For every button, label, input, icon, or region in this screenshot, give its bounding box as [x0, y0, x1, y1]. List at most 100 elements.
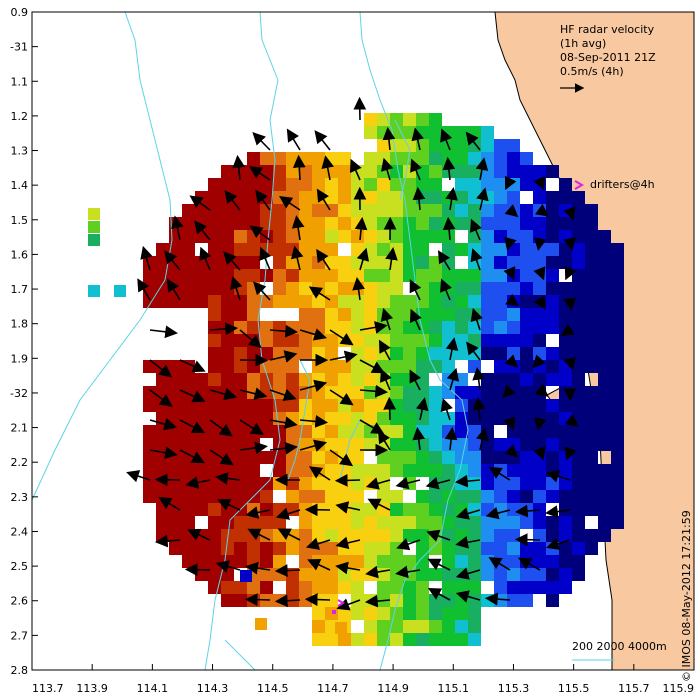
velocity-arrow [215, 472, 241, 485]
velocity-cell [260, 230, 273, 243]
velocity-cell [585, 334, 598, 347]
velocity-cell [494, 529, 507, 542]
velocity-cell [455, 490, 468, 503]
velocity-cell [416, 178, 429, 191]
velocity-cell [468, 529, 481, 542]
velocity-cell [286, 373, 299, 386]
velocity-cell [442, 425, 455, 438]
velocity-arrow [455, 590, 481, 603]
velocity-arrow [545, 505, 571, 518]
velocity-cell [429, 516, 442, 529]
velocity-cell [546, 451, 559, 464]
velocity-cell [416, 256, 429, 269]
velocity-cell [429, 425, 442, 438]
velocity-cell [247, 204, 260, 217]
velocity-cell [312, 321, 325, 334]
velocity-cell [403, 399, 416, 412]
velocity-cell [442, 243, 455, 256]
velocity-cell [221, 373, 234, 386]
velocity-cell [325, 373, 338, 386]
velocity-cell [247, 412, 260, 425]
velocity-cell [481, 490, 494, 503]
velocity-cell [416, 386, 429, 399]
velocity-cell [572, 529, 585, 542]
velocity-cell [520, 269, 533, 282]
velocity-cell [182, 503, 195, 516]
velocity-arrow [563, 206, 576, 221]
velocity-cell [182, 269, 195, 282]
velocity-cell [429, 191, 442, 204]
velocity-cell [299, 529, 312, 542]
velocity-cell [208, 516, 221, 529]
velocity-cell [442, 464, 455, 477]
velocity-cell [195, 230, 208, 243]
velocity-arrow [437, 250, 451, 271]
velocity-cell [143, 360, 156, 373]
velocity-cell [494, 542, 507, 555]
velocity-cell [390, 607, 403, 620]
velocity-cell [208, 438, 221, 451]
velocity-cell [390, 269, 403, 282]
velocity-cell [559, 321, 572, 334]
velocity-cell [338, 412, 351, 425]
velocity-cell [481, 451, 494, 464]
velocity-cell [416, 412, 429, 425]
velocity-cell [221, 490, 234, 503]
velocity-cell [468, 620, 481, 633]
velocity-cell [338, 178, 351, 191]
velocity-cell [273, 217, 286, 230]
velocity-cell [416, 334, 429, 347]
velocity-cell [494, 243, 507, 256]
velocity-arrow [476, 187, 489, 211]
velocity-arrow [488, 556, 511, 571]
velocity-cell [260, 295, 273, 308]
velocity-cell [234, 529, 247, 542]
velocity-cell [273, 503, 286, 516]
velocity-cell [208, 386, 221, 399]
velocity-cell [572, 269, 585, 282]
velocity-cell [494, 139, 507, 152]
x-tick-label: 113.7 [32, 682, 64, 695]
x-tick-label: 114.7 [317, 682, 349, 695]
velocity-cell [507, 490, 520, 503]
velocity-cell [507, 516, 520, 529]
velocity-cell [182, 204, 195, 217]
velocity-arrow [378, 339, 391, 361]
velocity-arrow [269, 388, 297, 402]
velocity-cell [338, 360, 351, 373]
velocity-cell [390, 373, 403, 386]
velocity-cell [338, 295, 351, 308]
velocity-cell [364, 269, 377, 282]
velocity-cell [390, 295, 403, 308]
velocity-arrow [171, 215, 184, 241]
velocity-cell [481, 217, 494, 230]
velocity-cell [455, 295, 468, 308]
velocity-cell [429, 347, 442, 360]
velocity-cell [169, 373, 182, 386]
velocity-cell [286, 425, 299, 438]
velocity-arrow [532, 354, 546, 369]
velocity-arrow [442, 156, 456, 181]
velocity-cell [494, 581, 507, 594]
velocity-arrow [485, 506, 511, 520]
velocity-arrow [504, 204, 519, 218]
velocity-cell [494, 204, 507, 217]
velocity-cell [546, 594, 559, 607]
velocity-cell [533, 308, 546, 321]
velocity-cell [611, 321, 624, 334]
velocity-cell [325, 555, 338, 568]
velocity-cell [494, 477, 507, 490]
velocity-cell [611, 477, 624, 490]
velocity-cell [299, 568, 312, 581]
velocity-cell [559, 425, 572, 438]
velocity-cell [351, 204, 364, 217]
velocity-cell [156, 399, 169, 412]
velocity-cell [234, 490, 247, 503]
velocity-cell [611, 373, 624, 386]
velocity-cell [546, 373, 559, 386]
velocity-cell [481, 230, 494, 243]
velocity-cell [403, 269, 416, 282]
velocity-arrow [455, 567, 481, 580]
velocity-cell [143, 399, 156, 412]
velocity-cell [377, 308, 390, 321]
